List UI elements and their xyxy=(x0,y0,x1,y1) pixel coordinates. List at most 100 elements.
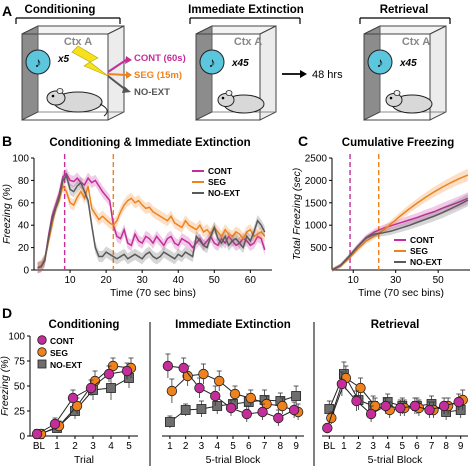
x-tick-label: 5 xyxy=(230,441,236,452)
data-point-noext xyxy=(212,401,223,411)
context-label: Ctx A xyxy=(64,36,92,48)
data-point-cont xyxy=(424,404,435,416)
stage-header-conditioning: Conditioning xyxy=(15,4,121,24)
legend-marker xyxy=(37,347,47,357)
y-tick-label: 25 xyxy=(14,407,26,418)
y-tick-label: 500 xyxy=(310,243,327,254)
legend-label: NO-EXT xyxy=(50,360,83,370)
series-line-no-ext xyxy=(328,372,461,413)
y-tick-label: 20 xyxy=(18,243,30,254)
x-axis-label: Time (70 sec bins) xyxy=(110,287,196,299)
x-tick-label: 30 xyxy=(390,275,402,286)
subpanel-retrieval: Retrieval BL 1 2 3 4 5 6 7 8 9 5-trial Block xyxy=(322,319,468,466)
chart-C: 10 30 50 500 1000 1500 2000 2500 Time (70 sec bi… xyxy=(291,154,470,299)
series-error-band xyxy=(37,170,265,274)
data-point-cont xyxy=(438,400,450,412)
legend-label: SEG xyxy=(410,246,428,256)
data-point-cont xyxy=(395,402,406,414)
data-point-cont xyxy=(178,362,189,374)
x-tick-label: 3 xyxy=(370,441,376,452)
data-point-cont xyxy=(67,392,79,404)
series-error-band xyxy=(332,168,468,272)
x-tick-label: 2 xyxy=(356,441,362,452)
subpanel-conditioning: Conditioning BL 1 2 3 4 5 Trial xyxy=(30,319,138,466)
group-label-noext: NO-EXT xyxy=(134,87,170,98)
x-tick-label: 4 xyxy=(108,441,114,452)
y-tick-label: 0 xyxy=(19,432,25,443)
speaker-icon xyxy=(25,49,51,75)
context-label: Ctx A xyxy=(234,36,262,48)
x-tick-label: 30 xyxy=(137,275,149,286)
legend-label: NO-EXT xyxy=(208,188,241,198)
x-tick-label: 7 xyxy=(429,441,435,452)
x-tick-label: 3 xyxy=(199,441,205,452)
panel-b-title: Conditioning & Immediate Extinction xyxy=(49,137,250,149)
y-tick-label: 100 xyxy=(8,332,25,343)
legend-label: CONT xyxy=(50,336,75,346)
x-tick-label: 6 xyxy=(246,441,252,452)
group-legend: CONT (60s) SEG (15m) NO-EXT xyxy=(107,53,186,98)
x-axis-label: 5-trial Block xyxy=(368,454,424,466)
data-point-seg xyxy=(277,400,288,412)
y-tick-label: 1500 xyxy=(305,198,328,209)
legend-label: CONT xyxy=(410,235,435,245)
data-point-cont xyxy=(241,408,252,420)
data-point-noext xyxy=(106,383,116,393)
data-point-seg xyxy=(245,392,256,404)
x-tick-label: 10 xyxy=(348,275,360,286)
x-tick-label: BL xyxy=(33,441,46,452)
x-tick-label: 5 xyxy=(400,441,406,452)
data-point-noext xyxy=(180,405,191,415)
x-tick-label: 5 xyxy=(126,441,132,452)
data-point-cont xyxy=(380,400,391,412)
y-tick-label: 80 xyxy=(18,176,30,187)
legend-label: SEG xyxy=(208,177,226,187)
x-axis-label: Time (70 sec bins) xyxy=(358,287,444,299)
data-point-cont xyxy=(273,412,284,424)
delay-label: 48 hrs xyxy=(312,69,343,81)
y-tick-label: 60 xyxy=(18,198,30,209)
series-line-seg xyxy=(331,174,469,271)
stage-title: Immediate Extinction xyxy=(188,4,304,16)
data-point-cont xyxy=(194,382,205,394)
panel-a-letter: A xyxy=(2,3,12,19)
rat-icon xyxy=(217,90,265,114)
data-point-noext xyxy=(291,391,302,401)
series-line-no-ext xyxy=(37,174,266,269)
series-line-no-ext xyxy=(331,199,469,271)
data-point-cont xyxy=(49,418,61,430)
tone-count: x45 xyxy=(399,58,417,69)
subpanel-title: Conditioning xyxy=(49,319,120,331)
data-point-cont xyxy=(225,402,237,414)
stage-header-retrieval: Retrieval xyxy=(359,4,451,24)
x-tick-label: BL xyxy=(323,441,336,452)
rat-icon xyxy=(385,90,433,114)
stage-title: Retrieval xyxy=(380,4,429,16)
context-label: Ctx A xyxy=(402,36,430,48)
data-point-cont xyxy=(162,360,174,372)
data-point-cont xyxy=(322,422,333,434)
x-axis-label: Trial xyxy=(74,454,94,466)
x-tick-label: 40 xyxy=(173,275,185,286)
y-tick-label: 100 xyxy=(12,154,29,165)
data-point-cont xyxy=(365,408,377,420)
x-axis-label: 5-trial Block xyxy=(206,454,262,466)
y-axis-label: Freezing (%) xyxy=(1,184,13,244)
x-tick-label: 2 xyxy=(183,441,189,452)
data-point-cont xyxy=(210,390,221,402)
series-line-seg xyxy=(37,184,266,269)
y-tick-label: 2000 xyxy=(305,176,328,187)
speaker-icon xyxy=(199,49,225,75)
data-point-cont xyxy=(31,428,43,440)
data-point-cont xyxy=(453,396,464,408)
context-box-conditioning: Ctx A ♪ x5 xyxy=(21,25,125,121)
data-point-seg xyxy=(214,375,225,387)
music-note-icon: ♪ xyxy=(209,54,216,70)
chart-B: 10 20 30 40 50 60 0 20 40 60 80 100 Time (70 sec bin… xyxy=(1,154,272,299)
shock-icon xyxy=(71,45,109,77)
y-tick-label: 1000 xyxy=(305,221,328,232)
